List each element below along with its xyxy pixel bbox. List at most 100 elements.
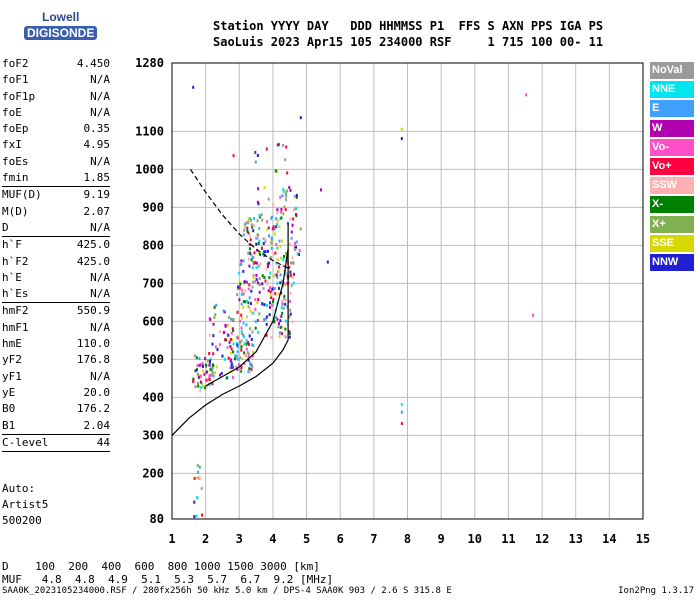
echo-point (250, 289, 253, 293)
scaled-parameters-panel: foF2 4.450 foF1 N/A foF1p N/A foE N/A foEp 0.35 fx… (2, 56, 111, 453)
echo-point (279, 319, 282, 323)
param-row: D N/A (2, 220, 110, 236)
echo-point (320, 188, 322, 192)
echo-point (240, 259, 243, 263)
param-row: h`F 425.0 (2, 237, 110, 253)
echo-point (198, 375, 201, 379)
echo-point (278, 239, 281, 243)
echo-point (273, 232, 276, 236)
param-value: 176.2 (76, 402, 110, 416)
echo-point (211, 366, 214, 370)
param-row: hmF1 N/A (2, 320, 110, 336)
x-tick-label: 14 (602, 532, 616, 546)
echo-point (258, 213, 261, 217)
echo-point (215, 303, 218, 307)
echo-point (282, 187, 285, 191)
echo-point (240, 263, 243, 266)
echo-point (235, 341, 238, 345)
echo-point (280, 208, 283, 211)
echo-point (276, 208, 279, 212)
echo-point (251, 266, 254, 269)
echo-point (272, 297, 275, 301)
echo-point (214, 345, 217, 349)
echo-point (248, 283, 251, 287)
echo-point (254, 261, 257, 265)
echo-point (242, 305, 245, 309)
echo-point (280, 256, 283, 260)
echo-point (229, 338, 232, 341)
echo-point (280, 216, 283, 220)
echo-point (258, 290, 261, 294)
echo-point (259, 282, 262, 286)
echo-point (227, 323, 229, 327)
echo-point (281, 239, 284, 243)
echo-point (245, 299, 248, 303)
legend-item-w: W (650, 119, 694, 137)
echo-point (208, 363, 211, 367)
echo-point (288, 242, 291, 246)
echo-point (248, 367, 251, 371)
param-row: yF1 N/A (2, 369, 110, 385)
echo-point (254, 320, 257, 324)
echo-point (289, 261, 292, 265)
echo-point (269, 256, 272, 260)
param-value: 2.04 (83, 418, 111, 432)
echo-point (291, 256, 294, 260)
echo-point (262, 237, 265, 241)
param-value: 4.450 (76, 57, 110, 70)
echo-point (205, 378, 208, 382)
param-name: hmE (2, 337, 22, 351)
echo-point (242, 269, 245, 273)
echo-point (240, 302, 243, 306)
param-value: 176.8 (76, 353, 110, 367)
param-name: B0 (2, 402, 16, 416)
echo-point (236, 354, 239, 358)
echo-point (280, 291, 283, 295)
echo-point (298, 253, 300, 256)
echo-point (287, 274, 290, 278)
echo-point (206, 359, 209, 363)
echo-point (223, 310, 226, 314)
echo-point (269, 286, 272, 290)
param-value: 20.0 (83, 385, 111, 399)
echo-point (200, 363, 203, 367)
echo-point (281, 194, 284, 198)
echo-point (208, 333, 211, 337)
echo-point (276, 223, 279, 226)
echo-point (400, 410, 403, 414)
echo-point (291, 320, 294, 324)
polarization-legend: NoVal NNE E W Vo- Vo+ SSW X- X+ SSE NNW (650, 62, 694, 273)
logo-line1: Lowell (42, 10, 80, 24)
param-value: N/A (90, 369, 110, 383)
echo-point (295, 213, 297, 216)
echo-point (266, 263, 269, 267)
echo-point (279, 273, 282, 277)
x-tick-label: 1 (168, 532, 175, 546)
x-tick-label: 8 (404, 532, 411, 546)
echo-point (265, 322, 268, 326)
param-name: yE (2, 385, 16, 399)
param-value: 1.85 (83, 171, 111, 185)
echo-point (195, 514, 198, 518)
param-name: hmF1 (2, 320, 29, 334)
echo-point (226, 346, 229, 350)
echo-point (280, 210, 283, 214)
param-separator (2, 433, 110, 435)
echo-point (231, 376, 234, 379)
echo-point (248, 264, 251, 268)
echo-point (254, 298, 257, 302)
echo-point (246, 226, 249, 230)
echo-point (270, 246, 273, 250)
echo-point (275, 261, 278, 265)
echo-point (208, 374, 211, 378)
echo-point (277, 292, 280, 296)
echo-point (245, 342, 248, 346)
echo-point (273, 287, 276, 291)
y-tick-label: 80 (150, 512, 164, 526)
echo-point (243, 225, 246, 229)
echo-point (288, 186, 291, 189)
echo-point (281, 302, 284, 306)
echo-point (266, 227, 269, 231)
param-name: B1 (2, 418, 16, 432)
echo-point (265, 315, 268, 319)
